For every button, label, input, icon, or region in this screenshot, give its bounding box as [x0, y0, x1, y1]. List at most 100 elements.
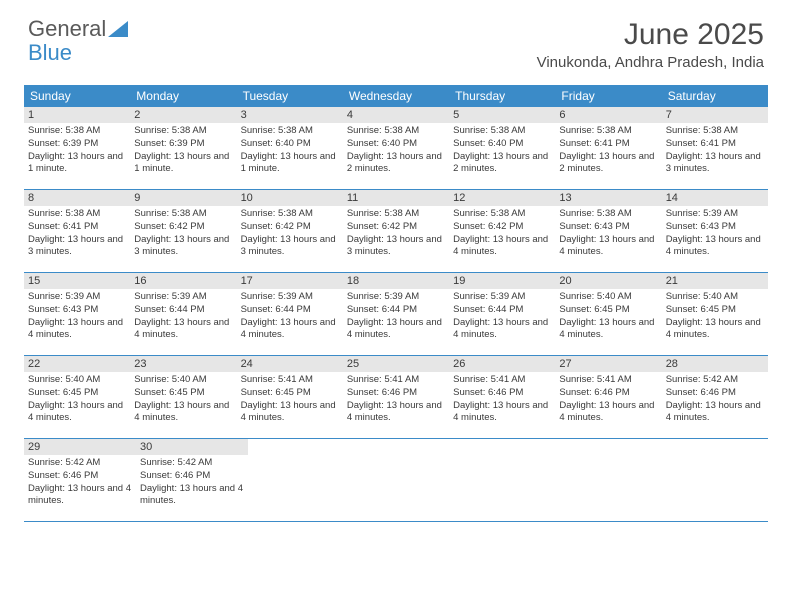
week-row: 15 Sunrise: 5:39 AMSunset: 6:43 PMDayligh…: [24, 273, 768, 356]
day-info: Sunrise: 5:39 AMSunset: 6:43 PMDaylight:…: [666, 208, 764, 259]
week-row: 29Sunrise: 5:42 AMSunset: 6:46 PMDayligh…: [24, 439, 768, 522]
day-cell: 26 Sunrise: 5:41 AMSunset: 6:46 PMDayligh…: [449, 356, 555, 438]
day-number: 19: [449, 273, 555, 289]
logo-triangle-icon: [108, 21, 128, 37]
day-number: 29: [24, 439, 136, 455]
day-number: 18: [343, 273, 449, 289]
day-cell: 9 Sunrise: 5:38 AMSunset: 6:42 PMDaylight…: [130, 190, 236, 272]
header: General June 2025 Vinukonda, Andhra Prad…: [0, 0, 792, 77]
day-info: Sunrise: 5:38 AMSunset: 6:43 PMDaylight:…: [559, 208, 657, 259]
title-block: June 2025 Vinukonda, Andhra Pradesh, Ind…: [537, 18, 764, 71]
day-number: 9: [130, 190, 236, 206]
day-info: Sunrise: 5:39 AMSunset: 6:43 PMDaylight:…: [28, 291, 126, 342]
week-row: 1Sunrise: 5:38 AMSunset: 6:39 PMDaylight…: [24, 107, 768, 190]
day-number: 20: [555, 273, 661, 289]
day-cell: 3 Sunrise: 5:38 AMSunset: 6:40 PMDaylight…: [237, 107, 343, 189]
weekday-header: Wednesday: [343, 85, 449, 107]
day-cell: 16 Sunrise: 5:39 AMSunset: 6:44 PMDayligh…: [130, 273, 236, 355]
day-number: 17: [237, 273, 343, 289]
day-info: Sunrise: 5:40 AMSunset: 6:45 PMDaylight:…: [134, 374, 232, 425]
day-info: Sunrise: 5:39 AMSunset: 6:44 PMDaylight:…: [134, 291, 232, 342]
day-number: 5: [449, 107, 555, 123]
day-info: Sunrise: 5:38 AMSunset: 6:42 PMDaylight:…: [453, 208, 551, 259]
day-cell: 24 Sunrise: 5:41 AMSunset: 6:45 PMDayligh…: [237, 356, 343, 438]
day-cell: 8Sunrise: 5:38 AMSunset: 6:41 PMDaylight…: [24, 190, 130, 272]
day-cell: 11Sunrise: 5:38 AMSunset: 6:42 PMDayligh…: [343, 190, 449, 272]
day-info: Sunrise: 5:38 AMSunset: 6:40 PMDaylight:…: [347, 125, 445, 176]
day-info: Sunrise: 5:38 AMSunset: 6:40 PMDaylight:…: [241, 125, 339, 176]
day-cell: 5 Sunrise: 5:38 AMSunset: 6:40 PMDaylight…: [449, 107, 555, 189]
day-cell: 4 Sunrise: 5:38 AMSunset: 6:40 PMDaylight…: [343, 107, 449, 189]
day-info: Sunrise: 5:40 AMSunset: 6:45 PMDaylight:…: [559, 291, 657, 342]
day-info: Sunrise: 5:38 AMSunset: 6:39 PMDaylight:…: [134, 125, 232, 176]
day-cell: 1Sunrise: 5:38 AMSunset: 6:39 PMDaylight…: [24, 107, 130, 189]
day-cell: 22 Sunrise: 5:40 AMSunset: 6:45 PMDayligh…: [24, 356, 130, 438]
day-number: 14: [662, 190, 768, 206]
day-number: 28: [662, 356, 768, 372]
day-number: 24: [237, 356, 343, 372]
day-cell: 28 Sunrise: 5:42 AMSunset: 6:46 PMDayligh…: [662, 356, 768, 438]
day-cell: 12 Sunrise: 5:38 AMSunset: 6:42 PMDayligh…: [449, 190, 555, 272]
empty-cell: [560, 439, 664, 521]
day-number: 4: [343, 107, 449, 123]
empty-cell: [248, 439, 352, 521]
day-cell: 27Sunrise: 5:41 AMSunset: 6:46 PMDayligh…: [555, 356, 661, 438]
day-info: Sunrise: 5:40 AMSunset: 6:45 PMDaylight:…: [666, 291, 764, 342]
day-cell: 21 Sunrise: 5:40 AMSunset: 6:45 PMDayligh…: [662, 273, 768, 355]
day-number: 23: [130, 356, 236, 372]
day-number: 6: [555, 107, 661, 123]
day-info: Sunrise: 5:41 AMSunset: 6:46 PMDaylight:…: [347, 374, 445, 425]
day-info: Sunrise: 5:38 AMSunset: 6:41 PMDaylight:…: [28, 208, 126, 259]
empty-cell: [352, 439, 456, 521]
logo-text-2: Blue: [28, 40, 72, 66]
day-info: Sunrise: 5:42 AMSunset: 6:46 PMDaylight:…: [666, 374, 764, 425]
day-info: Sunrise: 5:38 AMSunset: 6:42 PMDaylight:…: [241, 208, 339, 259]
day-info: Sunrise: 5:41 AMSunset: 6:45 PMDaylight:…: [241, 374, 339, 425]
day-number: 25: [343, 356, 449, 372]
day-info: Sunrise: 5:40 AMSunset: 6:45 PMDaylight:…: [28, 374, 126, 425]
day-number: 10: [237, 190, 343, 206]
day-cell: 25 Sunrise: 5:41 AMSunset: 6:46 PMDayligh…: [343, 356, 449, 438]
empty-cell: [664, 439, 768, 521]
day-info: Sunrise: 5:38 AMSunset: 6:42 PMDaylight:…: [134, 208, 232, 259]
day-number: 22: [24, 356, 130, 372]
week-row: 8Sunrise: 5:38 AMSunset: 6:41 PMDaylight…: [24, 190, 768, 273]
day-number: 15: [24, 273, 130, 289]
day-info: Sunrise: 5:39 AMSunset: 6:44 PMDaylight:…: [453, 291, 551, 342]
day-cell: 23 Sunrise: 5:40 AMSunset: 6:45 PMDayligh…: [130, 356, 236, 438]
day-cell: 13 Sunrise: 5:38 AMSunset: 6:43 PMDayligh…: [555, 190, 661, 272]
weekday-header: Saturday: [662, 85, 768, 107]
day-number: 12: [449, 190, 555, 206]
day-number: 16: [130, 273, 236, 289]
logo: General: [28, 18, 128, 40]
day-cell: 7Sunrise: 5:38 AMSunset: 6:41 PMDaylight…: [662, 107, 768, 189]
day-number: 2: [130, 107, 236, 123]
month-title: June 2025: [537, 18, 764, 52]
day-info: Sunrise: 5:41 AMSunset: 6:46 PMDaylight:…: [453, 374, 551, 425]
day-info: Sunrise: 5:38 AMSunset: 6:40 PMDaylight:…: [453, 125, 551, 176]
day-number: 27: [555, 356, 661, 372]
day-number: 21: [662, 273, 768, 289]
day-info: Sunrise: 5:39 AMSunset: 6:44 PMDaylight:…: [347, 291, 445, 342]
weekday-header: Tuesday: [237, 85, 343, 107]
day-number: 26: [449, 356, 555, 372]
location: Vinukonda, Andhra Pradesh, India: [537, 54, 764, 71]
day-cell: 6Sunrise: 5:38 AMSunset: 6:41 PMDaylight…: [555, 107, 661, 189]
day-info: Sunrise: 5:42 AMSunset: 6:46 PMDaylight:…: [28, 457, 132, 508]
weekday-header: Sunday: [24, 85, 130, 107]
day-cell: 15 Sunrise: 5:39 AMSunset: 6:43 PMDayligh…: [24, 273, 130, 355]
day-cell: 19 Sunrise: 5:39 AMSunset: 6:44 PMDayligh…: [449, 273, 555, 355]
day-number: 13: [555, 190, 661, 206]
day-cell: 30 Sunrise: 5:42 AMSunset: 6:46 PMDayligh…: [136, 439, 248, 521]
logo-text-1: General: [28, 18, 106, 40]
day-number: 11: [343, 190, 449, 206]
day-info: Sunrise: 5:38 AMSunset: 6:41 PMDaylight:…: [666, 125, 764, 176]
day-cell: 20 Sunrise: 5:40 AMSunset: 6:45 PMDayligh…: [555, 273, 661, 355]
day-cell: 2 Sunrise: 5:38 AMSunset: 6:39 PMDaylight…: [130, 107, 236, 189]
day-cell: 29 Sunrise: 5:42 AMSunset: 6:46 PMDayligh…: [24, 439, 136, 521]
day-info: Sunrise: 5:38 AMSunset: 6:39 PMDaylight:…: [28, 125, 126, 176]
week-row: 22Sunrise: 5:40 AMSunset: 6:45 PMDayligh…: [24, 356, 768, 439]
day-number: 3: [237, 107, 343, 123]
day-info: Sunrise: 5:42 AMSunset: 6:46 PMDaylight:…: [140, 457, 244, 508]
day-number: 30: [136, 439, 248, 455]
